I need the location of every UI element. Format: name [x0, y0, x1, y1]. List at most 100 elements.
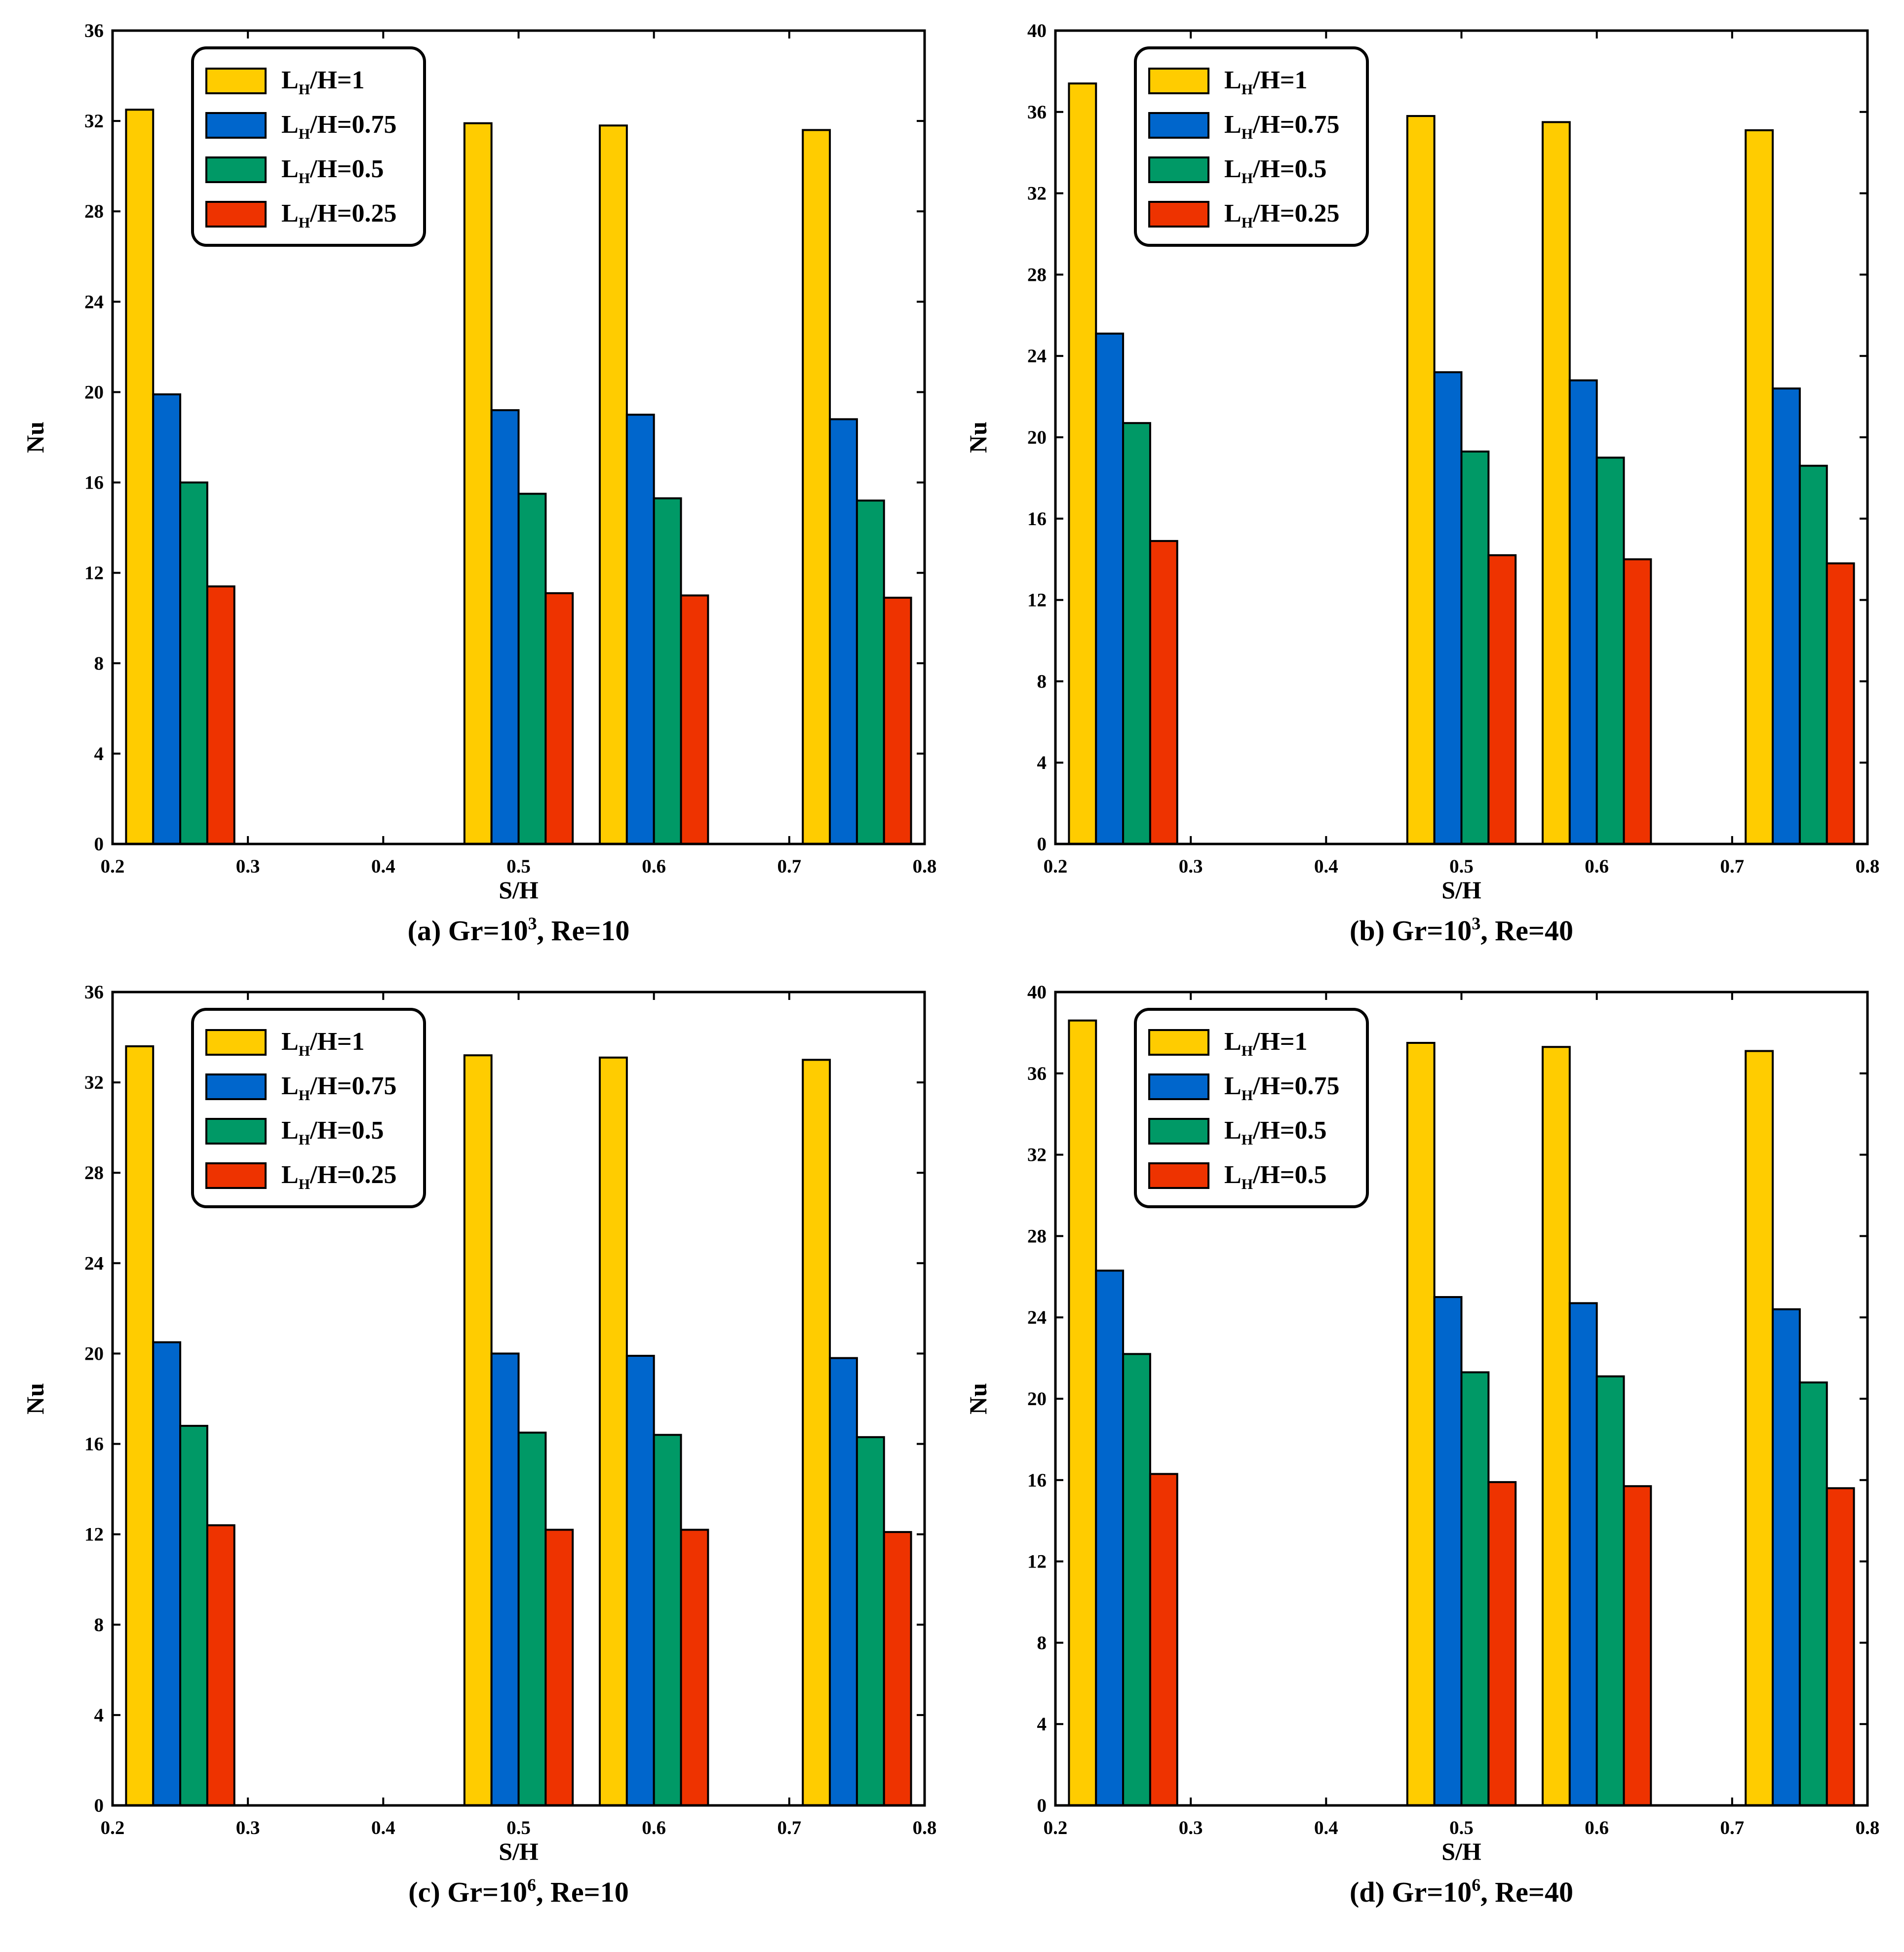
x-tick-label: 0.2 — [1044, 1817, 1068, 1838]
bar-blue — [1095, 332, 1125, 845]
y-tick-label: 20 — [1027, 427, 1047, 448]
legend-entry-label: LH/H=0.5 — [281, 1116, 384, 1148]
y-tick-label: 24 — [84, 291, 104, 312]
x-tick-label: 0.7 — [1720, 1817, 1744, 1838]
y-tick-label: 12 — [84, 563, 104, 584]
bar-red — [1623, 558, 1652, 845]
bar-yellow — [1745, 129, 1774, 845]
y-tick-label: 36 — [84, 20, 104, 41]
legend-label-subscript: H — [299, 126, 310, 142]
bar-red — [206, 1524, 235, 1806]
legend-label-subscript: H — [1242, 1176, 1253, 1192]
x-tick-label: 0.6 — [1585, 1817, 1609, 1838]
bar-red — [1826, 562, 1855, 845]
legend-label-main: L — [281, 1072, 299, 1100]
x-tick-label: 0.3 — [1179, 1817, 1203, 1838]
y-tick-label: 4 — [1037, 752, 1047, 773]
x-tick-label: 0.7 — [1720, 856, 1744, 877]
legend-entry-label: LH/H=0.25 — [281, 1161, 397, 1192]
y-tick-label: 16 — [1027, 508, 1047, 530]
bar-yellow — [802, 1059, 831, 1806]
y-tick-label: 32 — [1027, 183, 1047, 204]
bar-green — [1460, 1371, 1490, 1806]
chart-panel-c: 0 4 8 12 16 20 24 28 32 36 0.2 0.3 0.4 0.5 0.6 0.7 0.8 S/… — [21, 982, 936, 1908]
caption-suffix: , Re=40 — [1480, 1876, 1573, 1908]
legend-label-rest: /H=0.75 — [310, 1072, 397, 1100]
bar-yellow — [1745, 1050, 1774, 1806]
legend-swatch-yellow — [205, 1029, 267, 1056]
x-tick-label: 0.2 — [101, 856, 125, 877]
bar-blue — [829, 418, 858, 845]
legend-swatch-green — [205, 1118, 267, 1145]
bar-blue — [152, 1341, 182, 1807]
y-tick-label: 8 — [1037, 671, 1047, 692]
y-tick-label: 36 — [1027, 1063, 1047, 1084]
legend-label-main: L — [1224, 155, 1242, 183]
legend-label-main: L — [281, 1116, 299, 1145]
legend-label-rest: /H=0.25 — [1252, 199, 1340, 228]
legend-label-subscript: H — [299, 215, 310, 231]
y-tick-label: 12 — [1027, 1551, 1047, 1572]
caption-suffix: , Re=40 — [1480, 915, 1573, 947]
caption-prefix: (a) Gr=10 — [408, 915, 528, 947]
legend-swatch-blue — [205, 112, 267, 139]
bar-blue — [625, 1355, 655, 1806]
legend-label-subscript: H — [299, 81, 310, 98]
y-tick-label: 12 — [84, 1524, 104, 1545]
bar-red — [544, 1529, 574, 1807]
x-tick-label: 0.8 — [913, 1817, 937, 1838]
y-tick-label: 20 — [84, 382, 104, 403]
y-axis-label: Nu — [21, 421, 49, 453]
bar-red — [1149, 540, 1178, 845]
legend-label-main: L — [281, 111, 299, 139]
y-tick-label: 24 — [84, 1253, 104, 1274]
legend-entry-label: LH/H=0.5 — [281, 155, 384, 187]
x-tick-label: 0.8 — [1856, 1817, 1880, 1838]
y-tick-label: 4 — [94, 1705, 104, 1726]
legend-label-main: L — [281, 199, 299, 228]
y-axis-label: Nu — [21, 1383, 49, 1415]
x-tick-label: 0.5 — [1449, 1817, 1474, 1838]
chart-panel-a: 0 4 8 12 16 20 24 28 32 36 0.2 0.3 0.4 0.5 0.6 0.7 0.8 S/… — [21, 20, 936, 947]
panel-caption: (b) Gr=103, Re=40 — [1350, 914, 1573, 947]
legend-label-main: L — [1224, 1161, 1242, 1189]
x-tick-label: 0.2 — [1044, 856, 1068, 877]
bar-yellow — [125, 109, 155, 845]
legend-swatch-red — [205, 1162, 267, 1189]
bar-red — [883, 1531, 912, 1806]
bar-yellow — [1542, 121, 1571, 845]
bar-blue — [625, 414, 655, 845]
legend-label-subscript: H — [299, 1176, 310, 1192]
legend-label-rest: /H=0.5 — [310, 155, 384, 183]
legend-swatch-red — [205, 201, 267, 228]
bar-blue — [1568, 379, 1598, 845]
legend-label-main: L — [1224, 1028, 1242, 1056]
panel-caption: (d) Gr=106, Re=40 — [1350, 1875, 1573, 1908]
y-tick-label: 16 — [84, 1434, 104, 1455]
bar-green — [1122, 422, 1151, 845]
bar-blue — [1772, 387, 1801, 845]
bar-blue — [152, 393, 182, 845]
bar-blue — [1433, 1296, 1463, 1806]
bar-yellow — [1068, 1019, 1097, 1806]
bar-blue — [1095, 1269, 1125, 1806]
x-tick-label: 0.3 — [1179, 856, 1203, 877]
x-tick-label: 0.7 — [777, 1817, 801, 1838]
x-tick-label: 0.8 — [1856, 856, 1880, 877]
y-axis-label: Nu — [964, 421, 992, 453]
y-tick-label: 28 — [1027, 264, 1047, 285]
chart-panel-d: 0 4 8 12 16 20 24 28 32 36 40 0.2 0.3 0.4 0.5 0.6 0.7 0.8… — [964, 982, 1879, 1908]
x-tick-label: 0.7 — [777, 856, 801, 877]
y-tick-label: 0 — [1037, 1795, 1047, 1816]
legend-swatch-blue — [1148, 1073, 1209, 1100]
y-tick-label: 36 — [1027, 102, 1047, 123]
bar-blue — [829, 1357, 858, 1807]
caption-exponent: 3 — [1472, 914, 1480, 933]
legend-entry-label: LH/H=1 — [281, 66, 365, 98]
y-tick-label: 24 — [1027, 1307, 1047, 1328]
caption-prefix: (c) Gr=10 — [408, 1876, 527, 1908]
bar-green — [1595, 457, 1625, 845]
bar-green — [1798, 1381, 1828, 1807]
legend-label-rest: /H=0.75 — [1252, 1072, 1340, 1100]
